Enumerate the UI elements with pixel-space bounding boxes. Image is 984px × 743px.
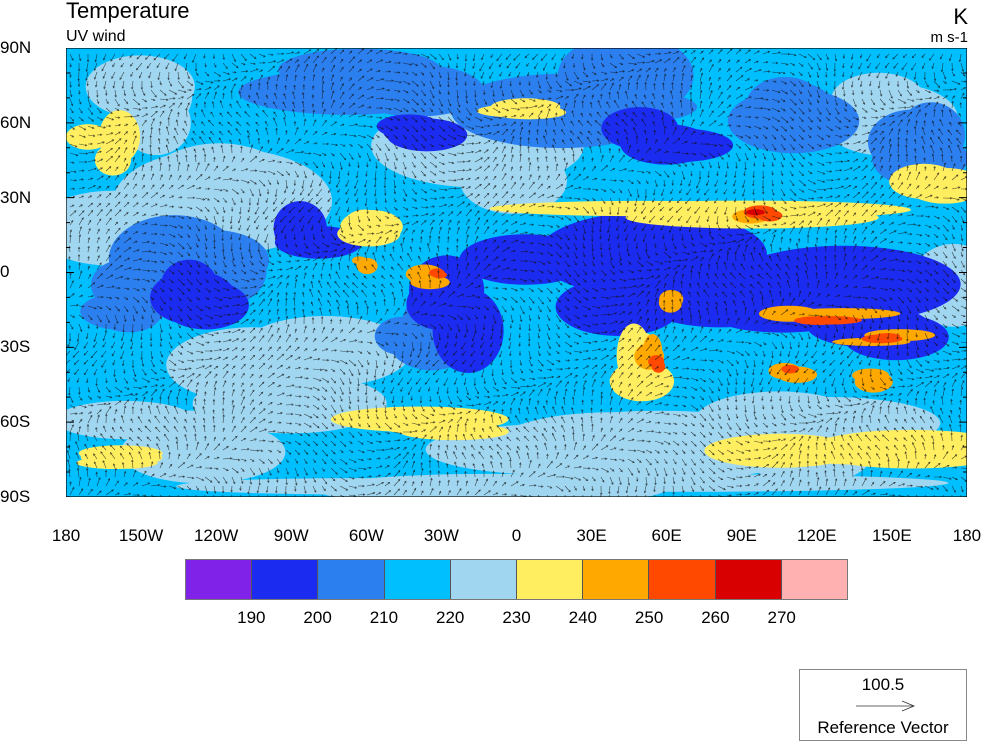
temperature-region [94, 144, 132, 176]
reference-arrow-icon [856, 700, 916, 712]
colorbar-swatch [583, 560, 650, 599]
colorbar-label: 260 [701, 608, 730, 627]
temperature-region [166, 327, 339, 403]
temperature-region [782, 366, 799, 374]
colorbar-label: 240 [568, 608, 597, 627]
temperature-region [291, 221, 332, 252]
colorbar-label: 200 [303, 608, 332, 627]
axis-ticks [66, 48, 967, 497]
temperature-region [755, 82, 832, 127]
colorbar-label: 220 [436, 608, 465, 627]
reference-vector-label: Reference Vector [817, 718, 949, 737]
temperature-region [163, 280, 249, 330]
colorbar-swatch [715, 560, 782, 599]
plot-title: Temperature [66, 0, 190, 23]
colorbar-label: 230 [502, 608, 531, 627]
temperature-region [746, 209, 765, 216]
temperature-region [704, 433, 857, 468]
wind-vectors [66, 48, 967, 497]
wind-units-label: m s-1 [930, 29, 969, 46]
lon-label: 60E [651, 526, 682, 545]
temperature-region [429, 268, 445, 278]
temperature-fill [66, 48, 967, 497]
temperature-region [625, 128, 734, 163]
colorbar-label: 270 [767, 608, 796, 627]
colorbar-swatch [450, 560, 518, 599]
colorbar-swatch [781, 560, 848, 599]
lat-label: 0 [0, 262, 10, 282]
lon-label: 90E [726, 526, 757, 545]
temperature-region [315, 473, 666, 497]
temperature-region [386, 118, 468, 152]
reference-vector-box: 100.5 Reference Vector [799, 669, 967, 741]
lon-label: 30W [423, 526, 459, 545]
temperature-region [491, 105, 567, 120]
temperature-region [897, 102, 966, 169]
plot-subtitle: UV wind [66, 28, 126, 45]
lon-label: 90W [273, 526, 309, 545]
lon-label: 30E [576, 526, 607, 545]
lon-label: 120W [193, 526, 239, 545]
temperature-region [97, 295, 161, 333]
lat-label: 30S [0, 337, 31, 357]
units-label: K [953, 4, 968, 29]
lat-label: 90S [0, 486, 31, 506]
temperature-region [651, 359, 666, 373]
colorbar-label: 190 [237, 608, 266, 627]
temperature-region [725, 245, 961, 323]
colorbar-label: 210 [369, 608, 399, 627]
temperature-region [658, 292, 683, 313]
lat-label: 90N [0, 38, 32, 57]
colorbar-swatch [318, 560, 385, 599]
colorbar-swatch [186, 560, 253, 599]
colorbar [185, 559, 848, 600]
lat-label: 60S [0, 412, 31, 431]
colorbar-swatch [384, 560, 451, 599]
lon-label: 150W [118, 526, 164, 545]
colorbar-swatch [517, 560, 584, 599]
lat-label: 30N [0, 187, 32, 207]
reference-vector-value: 100.5 [861, 675, 905, 694]
colorbar-swatch [649, 560, 716, 599]
temperature-region [794, 316, 845, 326]
temperature-region [489, 412, 731, 486]
lat-label: 60N [0, 112, 32, 132]
lon-label: 0 [511, 526, 522, 545]
lon-label: 180 [952, 526, 982, 545]
colorbar-swatch [252, 560, 319, 599]
lon-label: 60W [348, 526, 384, 545]
tick-marks [66, 48, 967, 497]
temperature-region [459, 234, 592, 285]
lon-label: 120E [796, 526, 837, 545]
lon-label: 180 [51, 526, 81, 545]
lon-label: 150E [872, 526, 912, 545]
temperature-region [356, 257, 378, 275]
temperature-region [861, 334, 903, 344]
temperature-region [76, 456, 158, 470]
temperature-region [66, 400, 195, 440]
temperature-wind-map [66, 48, 967, 497]
colorbar-label: 250 [634, 608, 664, 627]
